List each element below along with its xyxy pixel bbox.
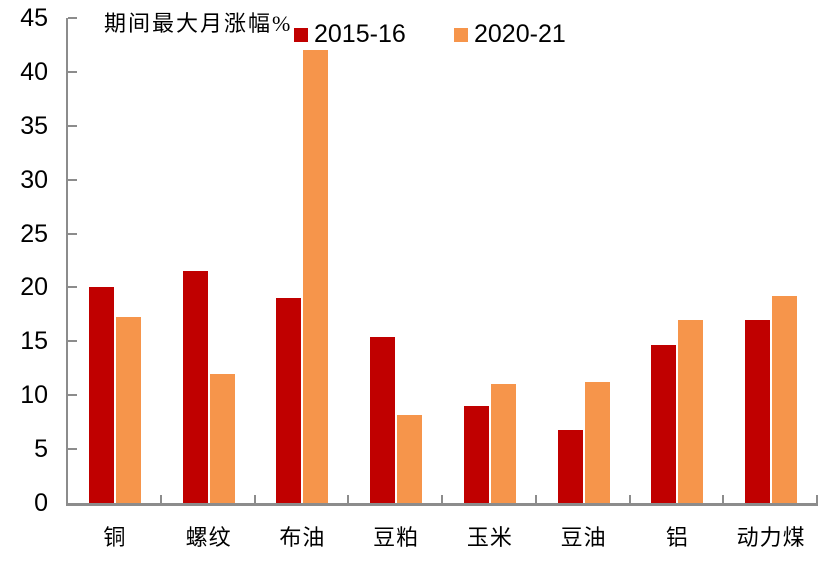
x-tick [441,495,443,503]
x-axis-label: 豆粕 [373,525,420,550]
chart-title: 期间最大月涨幅% [104,11,293,36]
y-tick [68,124,77,127]
bar-2020-21-螺纹 [209,373,235,503]
y-axis-label: 45 [20,4,48,32]
bar-2015-16-玉米 [463,406,489,503]
x-tick [253,495,256,503]
x-tick [816,495,818,503]
x-tick [159,495,162,503]
bar-2020-21-布油 [303,50,329,503]
y-tick [68,17,77,19]
bar-2015-16-布油 [276,298,302,503]
legend-swatch-2020-21 [454,27,468,42]
y-tick [68,448,77,451]
bar-2020-21-豆粕 [397,414,423,503]
bar-2015-16-铝 [651,344,677,503]
bar-2015-16-动力煤 [745,319,771,503]
x-axis-label: 布油 [279,525,326,550]
bar-2015-16-豆粕 [370,337,396,503]
legend-label-2015-16: 2015-16 [314,20,406,48]
x-tick [628,495,631,503]
bar-2020-21-铜 [115,316,141,503]
y-tick [68,286,77,289]
legend-label-2020-21: 2020-21 [474,20,566,48]
y-tick [68,232,77,235]
x-axis-label: 铜 [103,525,127,550]
y-axis-label: 40 [20,57,48,86]
x-tick [722,495,725,503]
y-axis-label: 25 [20,219,48,248]
y-tick [68,340,77,343]
y-tick [68,178,77,181]
bar-2020-21-动力煤 [772,296,798,503]
y-axis-label: 35 [20,111,48,140]
legend-item-2015-16: 2015-16 [294,20,406,49]
bar-2015-16-螺纹 [182,271,208,503]
bar-2020-21-玉米 [490,384,516,503]
y-tick [68,394,77,397]
y-axis-label: 15 [20,327,48,356]
x-axis-label: 豆油 [560,525,607,550]
y-axis-line [66,18,68,506]
x-tick [534,495,537,503]
x-axis-label: 动力煤 [736,525,806,550]
x-axis-label: 铝 [665,525,689,550]
y-tick [68,70,77,73]
y-axis-label: 5 [34,435,48,464]
y-axis-label: 20 [20,273,48,302]
bar-2020-21-铝 [678,319,704,503]
x-axis-label: 玉米 [466,525,513,550]
x-axis-line [66,503,818,506]
legend-item-2020-21: 2020-21 [454,20,566,49]
x-axis-label: 螺纹 [185,525,232,550]
x-tick [347,495,350,503]
bar-2020-21-豆油 [584,382,610,503]
legend-swatch-2015-16 [294,27,308,42]
y-axis-label: 0 [34,489,48,517]
y-axis-label: 30 [20,165,48,194]
y-axis-label: 10 [20,381,48,410]
bar-2015-16-铜 [88,287,114,503]
bar-2015-16-豆油 [557,429,583,503]
